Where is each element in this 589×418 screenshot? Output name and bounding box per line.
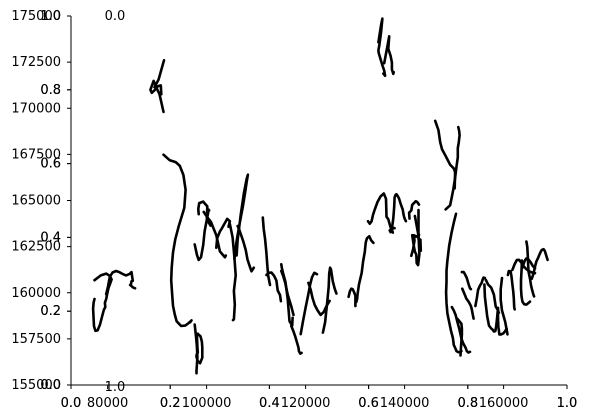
series-line-14 xyxy=(261,216,272,287)
series-line-35 xyxy=(456,317,464,357)
y-tick-label: 155000 xyxy=(11,378,61,393)
y-tick-label: 0.6 xyxy=(40,157,61,172)
y-tick-label: 167500 xyxy=(11,147,61,162)
series-line-42 xyxy=(495,307,508,336)
y-tick-label: 0.8 xyxy=(40,83,61,98)
x-tick-label: 160000 xyxy=(479,396,529,411)
series-line-13 xyxy=(236,224,256,273)
x-tick-label: 0.0 xyxy=(61,396,82,411)
series-line-29 xyxy=(417,208,423,252)
series-line-11 xyxy=(228,222,237,322)
x-tick-label: 0.0 xyxy=(61,396,82,411)
y-tick-label: 170000 xyxy=(11,101,61,116)
x-tick-label: 1.0 xyxy=(557,396,578,411)
y-tick-label: 160000 xyxy=(11,286,61,301)
x-tick-label: 80000 xyxy=(87,396,128,411)
series-line-10 xyxy=(215,217,232,249)
series-line-6 xyxy=(193,323,199,375)
y-tick-label: 165000 xyxy=(11,194,61,209)
y-tick-label: 0.0 xyxy=(40,378,61,393)
x-tick-label: 0.8 xyxy=(457,396,478,411)
series-line-37 xyxy=(460,270,473,291)
series-line-28 xyxy=(410,214,421,267)
series-line-31 xyxy=(382,34,396,76)
series-line-30 xyxy=(377,17,387,78)
series-line-9 xyxy=(197,200,212,227)
y-tick-label: 0.2 xyxy=(40,304,61,319)
y-tick-label: 1.0 xyxy=(40,9,61,24)
series-line-26 xyxy=(409,233,421,258)
x-tick-label: 0.2 xyxy=(160,396,181,411)
y-tick-label: 0.8 xyxy=(40,83,61,98)
x-tick-label: 0.8 xyxy=(457,396,478,411)
series-line-24 xyxy=(366,192,396,234)
series-layer xyxy=(91,17,549,375)
series-line-22 xyxy=(347,287,357,308)
series-line-32 xyxy=(433,119,457,190)
series-line-33 xyxy=(444,125,461,211)
x-tick-label: 0.6 xyxy=(358,396,379,411)
y-tick-label: 175000 xyxy=(11,9,61,24)
series-line-25 xyxy=(388,192,408,234)
series-line-34 xyxy=(444,212,463,354)
y-tick-label: 0.6 xyxy=(40,157,61,172)
y-tick-label: 0.4 xyxy=(40,230,61,245)
y-tick-label: 162500 xyxy=(11,240,61,255)
y-tick-label: 172500 xyxy=(11,55,61,70)
series-line-27 xyxy=(407,199,421,220)
series-line-21 xyxy=(321,266,338,334)
x-tick-label: 140000 xyxy=(380,396,430,411)
series-line-38 xyxy=(460,287,475,320)
series-line-48 xyxy=(525,240,536,298)
series-line-43 xyxy=(499,276,509,336)
tick-layer: 155000 157500 160000 162500 165000 167500 1700… xyxy=(11,9,577,411)
series-line-47 xyxy=(519,259,532,306)
x-tick-label: 120000 xyxy=(281,396,331,411)
series-line-49 xyxy=(530,247,549,281)
y-tick-label: 0.2 xyxy=(40,304,61,319)
x-tick-label: 0.2 xyxy=(160,396,181,411)
series-line-39 xyxy=(474,276,487,308)
y-tick-label: 0.4 xyxy=(40,230,61,245)
series-line-17 xyxy=(279,262,294,327)
series-line-15 xyxy=(265,271,283,303)
series-line-1 xyxy=(104,269,137,296)
x-tick-label: 1.0 xyxy=(105,380,126,395)
y-tick-label: 157500 xyxy=(11,332,61,347)
y-tick-label: 1.0 xyxy=(40,9,61,24)
series-line-44 xyxy=(506,269,517,311)
series-line-3 xyxy=(149,79,165,114)
x-tick-label: 0.4 xyxy=(259,396,280,411)
series-line-12 xyxy=(233,173,250,261)
series-line-18 xyxy=(289,324,303,355)
series-line-4 xyxy=(162,153,193,328)
series-line-23 xyxy=(354,235,375,304)
x-tick-label: 1.0 xyxy=(557,396,578,411)
series-line-41 xyxy=(483,283,500,333)
series-line-36 xyxy=(450,305,472,354)
x-tick-label: 0.4 xyxy=(259,396,280,411)
x-tick-label: 0.0 xyxy=(105,9,126,24)
y-tick-label: 0.0 xyxy=(40,378,61,393)
x-tick-label: 100000 xyxy=(182,396,232,411)
x-tick-label: 0.6 xyxy=(358,396,379,411)
